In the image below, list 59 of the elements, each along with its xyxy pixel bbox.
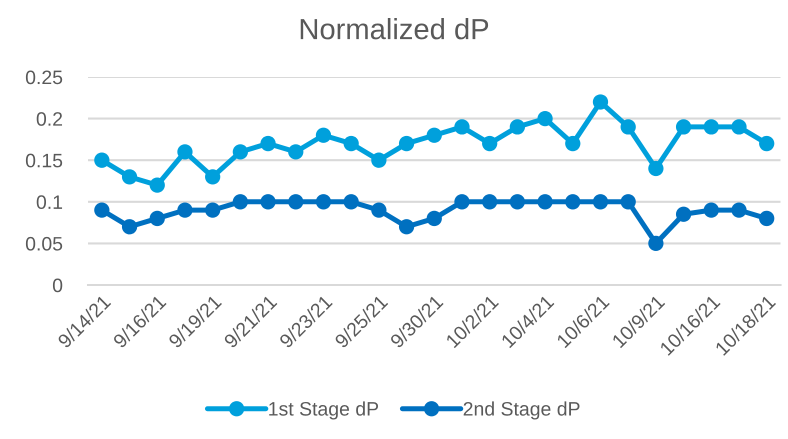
point <box>205 169 220 184</box>
point <box>344 136 359 152</box>
point <box>510 119 526 135</box>
point <box>177 202 193 218</box>
y-tick-label: 0.1 <box>36 195 62 210</box>
point <box>676 206 692 222</box>
point <box>288 194 304 210</box>
point <box>150 210 165 226</box>
point <box>371 152 387 168</box>
point <box>398 219 414 234</box>
point <box>592 194 608 210</box>
point <box>620 194 636 210</box>
point <box>537 194 553 210</box>
point <box>537 110 553 126</box>
point <box>482 194 498 210</box>
point <box>316 128 332 143</box>
point <box>122 169 138 184</box>
point <box>510 194 526 210</box>
point <box>592 94 608 110</box>
point <box>398 136 414 152</box>
legend-label: 1st Stage dP <box>269 401 378 420</box>
point <box>371 202 387 218</box>
point <box>344 194 359 210</box>
point <box>565 136 580 152</box>
point <box>565 194 580 210</box>
point <box>704 202 719 218</box>
point <box>94 202 110 218</box>
legend-label: 2nd Stage dP <box>464 401 580 420</box>
point <box>288 144 304 160</box>
y-tick-label: 0 <box>52 278 62 292</box>
point <box>177 144 193 160</box>
point <box>316 194 332 210</box>
point <box>426 128 442 143</box>
y-tick-label: 0.15 <box>26 154 62 168</box>
point <box>426 210 442 226</box>
point <box>676 119 692 135</box>
point <box>232 144 248 160</box>
point <box>731 202 747 218</box>
point <box>205 202 220 218</box>
point <box>94 152 110 168</box>
point <box>150 178 165 193</box>
point <box>620 119 636 135</box>
chart-title: Normalized dP <box>300 18 488 40</box>
point <box>648 160 664 176</box>
point <box>482 136 498 152</box>
point <box>648 236 664 252</box>
y-tick-label: 0.25 <box>26 70 62 84</box>
y-tick-label: 0.2 <box>36 112 62 126</box>
y-tick-label: 0.05 <box>26 236 62 251</box>
point <box>759 210 774 226</box>
point <box>454 119 470 135</box>
point <box>260 136 276 152</box>
point <box>731 119 747 135</box>
point <box>232 194 248 210</box>
point <box>759 136 774 152</box>
point <box>704 119 719 135</box>
point <box>260 194 276 210</box>
point <box>454 194 470 210</box>
point <box>122 219 138 234</box>
